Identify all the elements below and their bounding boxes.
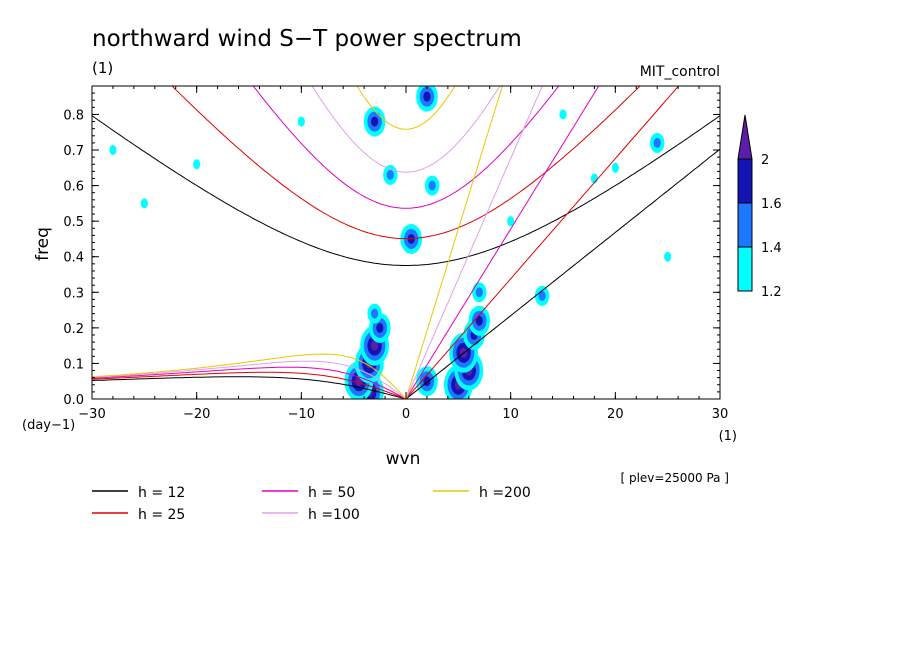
colorbar-segment xyxy=(737,158,753,204)
legend-label: h = 12 xyxy=(138,485,185,501)
chart-subtitle-right: MIT_control xyxy=(640,64,720,80)
spectral-peak xyxy=(193,159,201,170)
y-axis-label: freq xyxy=(33,227,53,261)
spectral-peak xyxy=(664,251,672,262)
x-tick-label: 10 xyxy=(502,407,519,422)
colorbar: 1.2 1.4 1.6 2 xyxy=(737,114,782,300)
x-tick-label: 30 xyxy=(712,407,729,422)
rossby-curve xyxy=(92,360,407,399)
y-tick-label: 0.7 xyxy=(63,144,84,159)
spectral-peak xyxy=(559,109,567,120)
x-tick-label: −10 xyxy=(288,407,315,422)
spectral-peak xyxy=(423,91,431,102)
colorbar-label: 1.2 xyxy=(761,285,782,300)
legend-label: h = 50 xyxy=(308,485,355,501)
y-axis: 0.0 0.1 0.2 0.3 0.4 0.5 0.6 0.7 0.8 xyxy=(63,85,720,408)
inertia-gravity-curve xyxy=(252,86,560,209)
colorbar-segment xyxy=(737,246,753,292)
colorbar-label: 1.4 xyxy=(761,241,782,256)
rossby-curve xyxy=(92,376,407,399)
spectral-peak xyxy=(371,340,379,351)
spectral-peak xyxy=(475,315,483,326)
colorbar-label: 1.6 xyxy=(761,197,782,212)
kelvin-curve xyxy=(405,86,503,399)
spectral-peak xyxy=(371,116,379,127)
x-axis-label: wvn xyxy=(386,449,421,469)
colorbar-triangle xyxy=(737,114,753,160)
y-tick-label: 0.3 xyxy=(63,286,84,301)
x-axis: −30 −20 −10 0 10 20 30 xyxy=(78,86,728,422)
x-tick-label: −30 xyxy=(78,407,105,422)
kelvin-curve xyxy=(405,86,680,399)
dispersion-curves-layer xyxy=(92,86,720,399)
y-tick-label: 0.4 xyxy=(63,251,84,266)
spectral-peak xyxy=(475,287,483,298)
x-tick-label: 20 xyxy=(607,407,624,422)
x-tick-label: −20 xyxy=(183,407,210,422)
spectral-peak xyxy=(376,322,384,333)
kelvin-curve xyxy=(405,148,720,399)
chart-title: northward wind S−T power spectrum xyxy=(92,26,522,52)
legend-label: h = 25 xyxy=(138,507,185,523)
inertia-gravity-curve xyxy=(311,86,501,173)
spectral-peak xyxy=(653,137,661,148)
legend-label: h =200 xyxy=(479,485,531,501)
spectral-peak xyxy=(140,198,148,209)
spectral-peak xyxy=(611,162,619,173)
legend-label: h =100 xyxy=(308,507,360,523)
spectral-peak xyxy=(386,169,394,180)
rossby-curve xyxy=(92,353,407,399)
x-tick-label: 0 xyxy=(402,407,410,422)
spectral-peak xyxy=(371,308,379,319)
inertia-gravity-curve xyxy=(356,86,456,130)
colorbar-segment xyxy=(737,202,753,248)
y-tick-label: 0.5 xyxy=(63,215,84,230)
spectral-peak xyxy=(109,145,117,156)
spectral-peaks-layer xyxy=(109,86,672,399)
kelvin-curve xyxy=(405,86,600,399)
inertia-gravity-curve xyxy=(92,115,720,266)
spectral-peak xyxy=(538,290,546,301)
y-axis-unit: (day−1) xyxy=(22,418,75,433)
y-tick-label: 0.6 xyxy=(63,180,84,195)
rossby-curve xyxy=(92,371,407,399)
chart-subtitle-left: (1) xyxy=(92,59,113,77)
x-axis-unit: (1) xyxy=(719,429,737,444)
y-tick-label: 0.1 xyxy=(63,357,84,372)
spectral-peak xyxy=(507,216,515,227)
inertia-gravity-curve xyxy=(171,86,641,240)
y-tick-label: 0.0 xyxy=(63,393,84,408)
y-tick-label: 0.2 xyxy=(63,322,84,337)
plev-annotation: [ plev=25000 Pa ] xyxy=(620,471,729,485)
legend: h = 12 h = 25 h = 50 h =100 h =200 xyxy=(92,485,531,523)
colorbar-label: 2 xyxy=(761,153,769,168)
spectral-peak xyxy=(297,116,305,127)
rossby-curve xyxy=(92,366,407,399)
kelvin-curve xyxy=(405,86,543,399)
y-tick-label: 0.8 xyxy=(63,108,84,123)
spectral-peak xyxy=(428,180,436,191)
